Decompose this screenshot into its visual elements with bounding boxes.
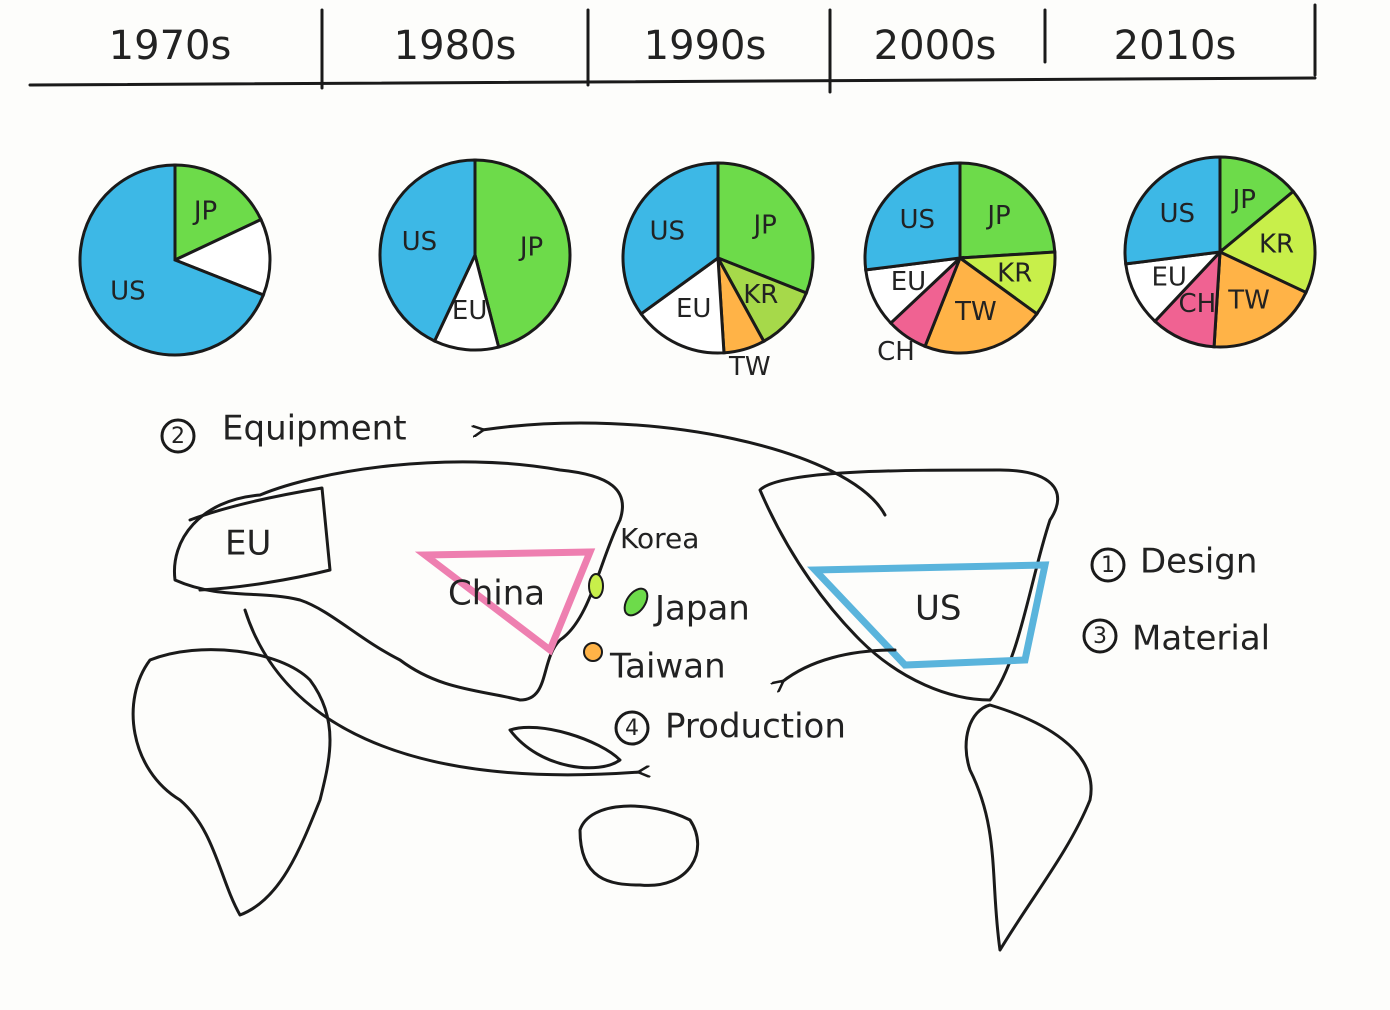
australia — [578, 804, 700, 887]
pie-slice — [473, 158, 572, 349]
slice-label: CH — [877, 337, 915, 367]
timeline-axis — [28, 76, 1317, 87]
arrow — [482, 421, 887, 517]
slice-label: US — [1159, 199, 1195, 229]
africa — [131, 648, 332, 917]
slice-label: JP — [1231, 185, 1256, 215]
pie-slice — [1123, 155, 1222, 266]
slice-label: EU — [676, 294, 711, 324]
slice-label: US — [899, 205, 935, 235]
pie-slice — [621, 161, 720, 316]
japan-dot — [623, 587, 649, 617]
pie-slice — [173, 163, 263, 263]
decade-label: 2000s — [874, 23, 997, 69]
pie-slice — [639, 255, 726, 355]
step-label: Material — [1132, 619, 1270, 659]
step-circle — [614, 710, 650, 746]
arrow — [243, 608, 640, 775]
decade-label: 1970s — [109, 23, 232, 69]
decade-label: 1990s — [644, 23, 767, 69]
eurasia — [172, 460, 624, 702]
us-outline — [807, 561, 1050, 669]
pie-slice — [923, 255, 1039, 355]
slice-label: EU — [1151, 262, 1186, 292]
region-label: EU — [225, 524, 271, 564]
step-circle — [160, 418, 196, 454]
south-america — [964, 703, 1093, 952]
slice-label: JP — [192, 196, 217, 226]
taiwan-dot — [583, 642, 603, 662]
region-label: Korea — [620, 522, 699, 555]
step-circle — [1082, 618, 1118, 654]
slice-label: US — [110, 277, 146, 307]
slice-label: KR — [1259, 229, 1294, 259]
pie-slice — [1217, 189, 1317, 295]
slice-label: JP — [985, 201, 1010, 231]
decade-label: 2010s — [1114, 23, 1237, 69]
pie-slice — [1218, 155, 1296, 256]
slice-label: TW — [1227, 286, 1270, 316]
korea-dot — [588, 573, 604, 599]
step-number: 4 — [625, 716, 639, 741]
island — [508, 725, 622, 770]
pie-slice — [716, 161, 815, 295]
region-label: US — [915, 589, 961, 629]
slice-label: EU — [891, 267, 926, 297]
timeline: 1970s 1980s 1990s 2000s 2010s — [28, 3, 1317, 94]
slice-label: TW — [954, 297, 997, 327]
slice-label: KR — [997, 258, 1032, 288]
step-label: Equipment — [222, 409, 407, 449]
north-america — [758, 468, 1060, 702]
step-number: 2 — [171, 424, 185, 449]
pie-slice — [78, 163, 266, 357]
slice-label: US — [402, 227, 438, 257]
eu-box — [188, 486, 332, 592]
pie-slice — [378, 158, 477, 343]
china-outline — [414, 548, 596, 656]
slice-label: JP — [518, 232, 543, 262]
pie-slice — [1212, 249, 1308, 349]
decade-label: 1980s — [394, 23, 517, 69]
step-number: 1 — [1101, 553, 1115, 578]
world-map: EU China Korea Japan Taiwan US 1 Design … — [131, 409, 1270, 952]
slice-label: TW — [728, 352, 771, 382]
slice-label: JP — [751, 210, 776, 240]
pie-slice — [863, 161, 962, 272]
slice-label: EU — [452, 296, 487, 326]
step-circle — [1090, 547, 1126, 583]
region-label: Japan — [653, 589, 750, 629]
slice-label: KR — [743, 280, 778, 310]
region-label: Taiwan — [609, 647, 726, 687]
pie-slice — [958, 161, 1057, 260]
pies: JPUSJPEUUSJPKRTWEUUSJPKRTWCHEUUSJPKRTWCH… — [78, 155, 1317, 382]
step-label: Design — [1140, 542, 1257, 582]
arrow — [782, 648, 897, 682]
step-number: 3 — [1093, 624, 1107, 649]
region-label: China — [448, 574, 545, 614]
step-label: Production — [665, 707, 846, 747]
pie-slice — [171, 217, 272, 297]
slice-label: US — [649, 217, 685, 247]
slice-label: CH — [1179, 289, 1217, 319]
